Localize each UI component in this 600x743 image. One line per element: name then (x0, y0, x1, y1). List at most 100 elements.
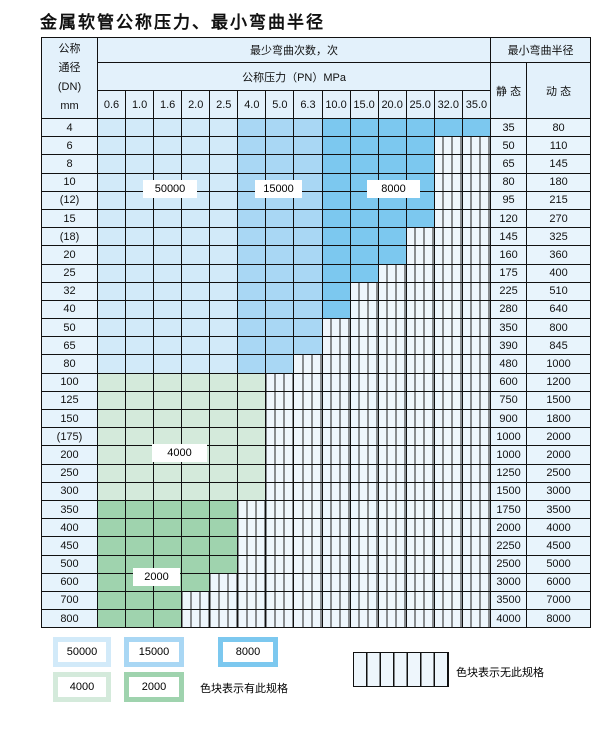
static-radius-cell: 900 (490, 408, 528, 429)
unavailable-cell (377, 299, 407, 320)
available-cell (237, 154, 267, 174)
available-cell (96, 227, 127, 247)
unavailable-cell (349, 590, 379, 611)
unavailable-cell (349, 390, 379, 411)
unavailable-cell (265, 518, 295, 538)
dynamic-radius-cell: 270 (526, 208, 592, 229)
legend-50000: 50000 (53, 637, 111, 667)
unavailable-cell (433, 609, 463, 629)
table-row: 125 750 1500 (41, 390, 592, 411)
available-cell (153, 318, 183, 338)
unavailable-cell (377, 590, 407, 611)
radius-header: 最小弯曲半径 (490, 37, 592, 63)
available-cell (96, 281, 127, 301)
unavailable-cell (433, 227, 463, 247)
dynamic-radius-cell: 1200 (526, 372, 592, 392)
dynamic-radius-cell: 180 (526, 172, 592, 192)
unavailable-cell (405, 536, 435, 556)
available-cell (349, 136, 379, 156)
unavailable-cell (433, 154, 463, 174)
available-cell (405, 136, 435, 156)
available-cell (265, 318, 295, 338)
available-cell (153, 208, 183, 229)
unavailable-cell (461, 172, 492, 192)
available-cell (293, 117, 323, 138)
available-cell (153, 372, 183, 392)
available-cell (181, 263, 211, 283)
static-radius-cell: 80 (490, 172, 528, 192)
unavailable-cell (265, 427, 295, 447)
available-cell (181, 354, 211, 374)
available-cell (125, 208, 155, 229)
available-cell (181, 136, 211, 156)
dn-cell: 450 (41, 536, 98, 556)
dynamic-radius-cell: 1800 (526, 408, 592, 429)
zone-label-8000: 8000 (367, 180, 420, 198)
available-cell (125, 481, 155, 501)
table-row: 800 4000 8000 (41, 609, 592, 629)
unavailable-cell (237, 518, 267, 538)
available-cell (321, 245, 351, 265)
unavailable-cell (293, 372, 323, 392)
available-cell (377, 208, 407, 229)
available-cell (237, 245, 267, 265)
available-cell (96, 190, 127, 210)
available-cell (96, 554, 127, 574)
static-radius-cell: 160 (490, 245, 528, 265)
dynamic-radius-cell: 80 (526, 117, 592, 138)
unavailable-cell (265, 445, 295, 465)
available-cell (209, 536, 239, 556)
unavailable-cell (433, 190, 463, 210)
available-cell (96, 518, 127, 538)
unavailable-cell (349, 427, 379, 447)
available-cell (209, 372, 239, 392)
available-cell (209, 481, 239, 501)
unavailable-cell (349, 481, 379, 501)
dynamic-radius-cell: 7000 (526, 590, 592, 611)
unavailable-cell (377, 609, 407, 629)
dn-cell: 400 (41, 518, 98, 538)
dynamic-radius-cell: 800 (526, 318, 592, 338)
available-cell (209, 172, 239, 192)
table-row: 450 2250 4500 (41, 536, 592, 556)
pressure-col-header: 15.0 (349, 90, 379, 119)
static-radius-cell: 35 (490, 117, 528, 138)
available-cell (96, 299, 127, 320)
available-cell (321, 136, 351, 156)
available-cell (181, 390, 211, 411)
unavailable-cell (461, 554, 492, 574)
static-radius-cell: 3000 (490, 572, 528, 592)
unavailable-cell (349, 372, 379, 392)
available-cell (96, 372, 127, 392)
dn-cell: 700 (41, 590, 98, 611)
unavailable-cell (265, 390, 295, 411)
available-cell (153, 136, 183, 156)
available-cell (237, 136, 267, 156)
available-cell (96, 572, 127, 592)
unavailable-cell (321, 336, 351, 356)
table-row: 700 3500 7000 (41, 590, 592, 611)
unavailable-cell (377, 554, 407, 574)
unavailable-cell (181, 590, 211, 611)
available-cell (125, 445, 155, 465)
static-radius-cell: 4000 (490, 609, 528, 629)
table-row: 200 1000 2000 (41, 445, 592, 465)
unavailable-cell (461, 190, 492, 210)
dynamic-radius-cell: 325 (526, 227, 592, 247)
pressure-col-header: 2.5 (209, 90, 239, 119)
available-cell (349, 117, 379, 138)
dn-cell: 20 (41, 245, 98, 265)
unavailable-cell (461, 390, 492, 411)
available-cell (181, 154, 211, 174)
unavailable-cell (433, 390, 463, 411)
unavailable-cell (349, 445, 379, 465)
table-row: 20 160 360 (41, 245, 592, 265)
unavailable-cell (405, 499, 435, 520)
unavailable-cell (349, 518, 379, 538)
unavailable-cell (349, 354, 379, 374)
unavailable-cell (377, 427, 407, 447)
available-cell (237, 117, 267, 138)
available-cell (96, 154, 127, 174)
unavailable-cell (349, 318, 379, 338)
available-cell (96, 354, 127, 374)
